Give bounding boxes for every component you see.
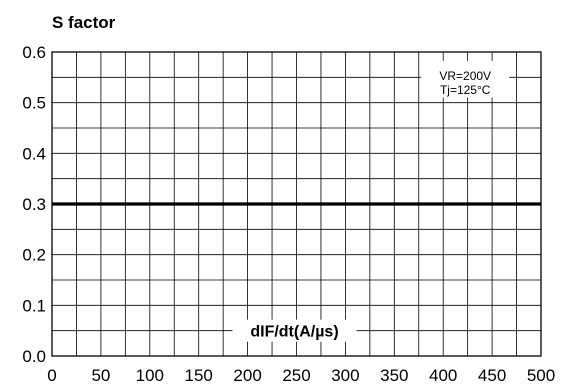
y-tick-label: 0.4 [22,144,46,163]
x-tick-label: 450 [478,366,506,385]
x-tick-label: 200 [233,366,261,385]
y-tick-label: 0.3 [22,195,46,214]
x-tick-label: 300 [331,366,359,385]
x-tick-label: 100 [136,366,164,385]
y-tick-label: 0.2 [22,246,46,265]
x-tick-label: 0 [47,366,56,385]
annotation-background [421,60,510,98]
y-tick-label: 0.1 [22,296,46,315]
x-axis-label-background [232,319,357,342]
annotation-vr: VR=200V [439,69,491,83]
x-tick-label: 150 [185,366,213,385]
x-tick-label: 50 [91,366,110,385]
x-tick-label: 250 [282,366,310,385]
x-axis-label: dIF/dt(A/µs) [250,324,338,341]
y-tick-label: 0.0 [22,347,46,366]
x-tick-label: 350 [380,366,408,385]
x-axis-label-group: dIF/dt(A/µs) [232,319,357,342]
x-tick-label: 400 [429,366,457,385]
y-tick-label: 0.5 [22,94,46,113]
x-axis-ticks: 0 50 100 150 200 250 300 350 400 450 500 [47,366,555,385]
conditions-annotation: VR=200V Tj=125°C [421,60,510,98]
x-tick-label: 500 [527,366,555,385]
annotation-tj: Tj=125°C [440,83,491,97]
chart-title: S factor [52,13,116,32]
y-axis-ticks: 0.0 0.1 0.2 0.3 0.4 0.5 0.6 [22,43,46,366]
y-tick-label: 0.6 [22,43,46,62]
